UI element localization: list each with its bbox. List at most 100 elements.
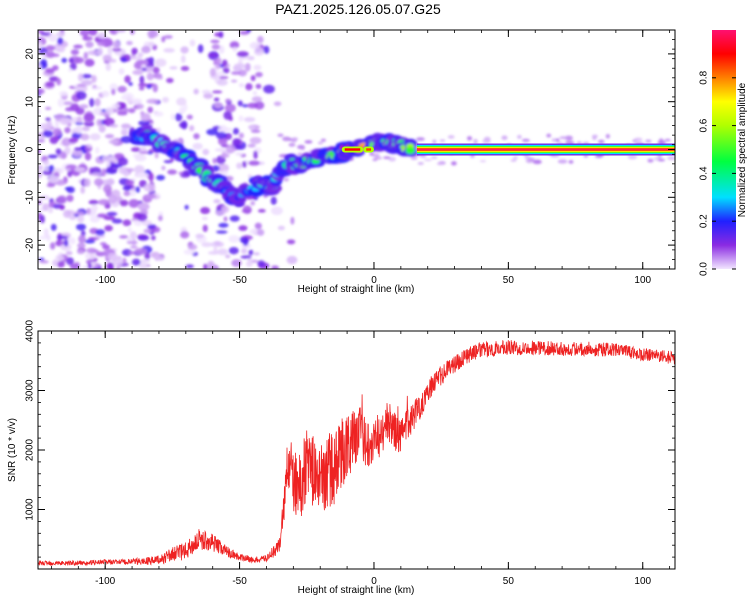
ridge-core [405, 147, 416, 154]
spectral-speck [76, 223, 87, 231]
spectral-speck [101, 90, 110, 98]
spectral-speck [152, 66, 160, 74]
spectral-speck [130, 245, 138, 249]
spectral-speck [564, 135, 573, 141]
spectral-speck [551, 138, 556, 143]
spectral-speck [658, 138, 664, 144]
spectral-speck [223, 216, 228, 222]
spectral-speck [416, 137, 425, 141]
colorbar-ticks: 0.0 0.2 0.4 0.6 0.8 [699, 70, 736, 276]
spectral-speck [228, 116, 233, 122]
spectral-speck [200, 207, 211, 215]
spectral-speck [79, 104, 89, 109]
spectral-speck [154, 253, 160, 261]
y-tick-label: 10 [25, 96, 36, 108]
spectral-speck [383, 156, 391, 159]
spectral-speck [84, 58, 95, 67]
spectral-speck [216, 57, 222, 64]
spectral-speck [38, 30, 45, 34]
snr-x-ticks: -100 -50 0 50 100 [51, 331, 671, 587]
spectral-speck [48, 175, 60, 183]
spectral-speck [66, 257, 74, 266]
spectral-speck [56, 45, 66, 53]
spectral-speck [568, 160, 574, 164]
spectral-speck [185, 264, 194, 269]
spectral-speck [214, 148, 227, 152]
spectral-speck [38, 63, 42, 70]
y-tick-label: 20 [25, 48, 36, 60]
spectral-speck [94, 98, 101, 107]
spectral-speck [50, 242, 56, 250]
spectral-speck [249, 42, 261, 50]
spectral-speck [59, 90, 68, 97]
spectral-speck [532, 159, 542, 165]
spectral-speck [144, 252, 151, 260]
spectral-speck [238, 69, 247, 77]
spectral-speck [369, 152, 374, 156]
spectral-speck [111, 48, 122, 52]
spectral-speck [232, 127, 240, 135]
spectral-speck [65, 107, 74, 112]
spectral-speck [115, 265, 121, 269]
spectral-speck [84, 251, 97, 260]
spectral-speck [65, 251, 73, 256]
x-tick-label: 100 [634, 275, 651, 286]
spectral-speck [598, 139, 605, 144]
spectral-speck [189, 39, 196, 47]
spectral-speck [118, 166, 130, 175]
spectral-speck [57, 98, 65, 108]
y-tick-label: 2000 [25, 438, 36, 461]
spectral-speck [213, 97, 220, 102]
spectral-speck [60, 243, 72, 251]
spectral-speck [102, 244, 111, 250]
spectral-speck [95, 251, 106, 257]
spectral-speck [187, 244, 198, 251]
spectral-speck [557, 159, 568, 164]
spectral-speck [215, 230, 228, 234]
spectral-speck [80, 73, 93, 79]
spectral-speck [197, 44, 204, 54]
spectral-speck [179, 106, 186, 115]
spectral-speck [124, 75, 131, 84]
spectral-speck [103, 215, 116, 221]
spectral-speck [98, 199, 110, 206]
spectral-speck [84, 152, 92, 161]
x-tick-label: 50 [503, 576, 515, 587]
spectral-speck [473, 139, 478, 145]
spectral-speck [242, 161, 247, 168]
spectral-speck [270, 206, 283, 216]
spectral-speck [137, 52, 144, 58]
spectral-speck [120, 123, 131, 129]
spectral-speck [48, 33, 58, 42]
spectral-speck [108, 139, 119, 145]
spectral-speck [137, 172, 149, 179]
spectral-speck [100, 179, 112, 186]
spectral-speck [79, 30, 90, 37]
spectral-speck [218, 222, 229, 228]
spectral-speck [163, 35, 173, 39]
spectral-speck [49, 198, 54, 203]
spectral-speck [222, 170, 228, 176]
spectral-speck [254, 101, 265, 110]
spectral-speck [130, 56, 143, 60]
spectral-speck [211, 90, 223, 94]
spectral-speck [108, 262, 115, 269]
spectral-speck [137, 213, 148, 222]
spectral-speck [69, 215, 77, 221]
spectral-speck [122, 257, 127, 265]
spectral-speck [288, 142, 296, 147]
spectral-speck [74, 167, 86, 172]
snr-panel: -100 -50 0 50 100 1000 2000 3000 4000 Height of… [7, 319, 676, 596]
y-tick-label: -10 [25, 190, 36, 205]
spectral-speck [245, 260, 253, 267]
spectral-speck [68, 68, 73, 73]
spectral-speck [71, 132, 83, 139]
spectral-speck [102, 55, 113, 62]
spectral-speck [253, 150, 258, 160]
spectral-speck [524, 155, 531, 160]
spectral-speck [139, 75, 145, 84]
spectral-speck [119, 235, 129, 239]
spectral-speck [222, 127, 233, 132]
spectral-speck [141, 45, 151, 54]
spectral-speck [554, 138, 560, 142]
